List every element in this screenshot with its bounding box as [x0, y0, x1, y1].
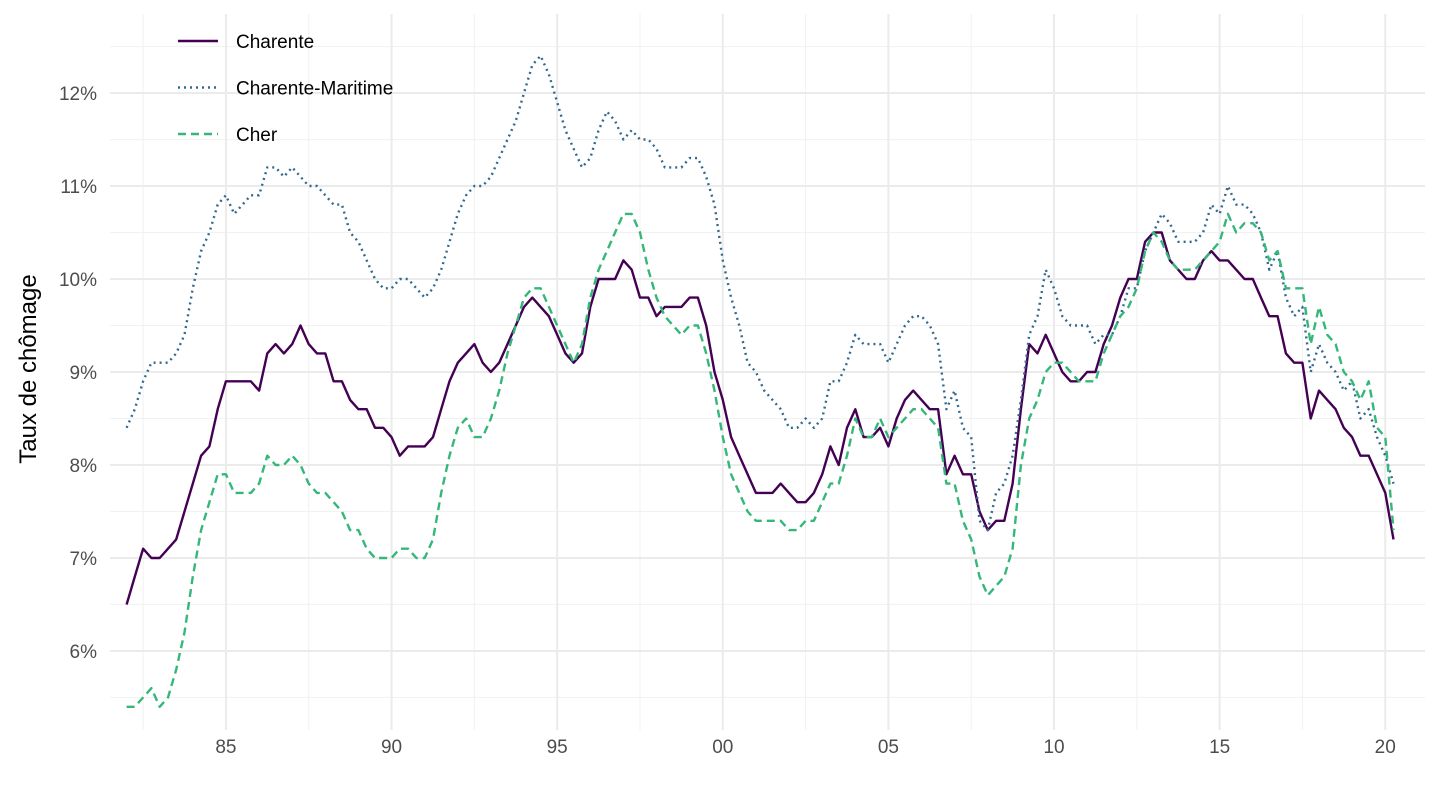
y-tick-label: 12% — [59, 84, 97, 105]
series-line-charente-maritime — [125, 54, 1395, 532]
y-tick-label: 8% — [70, 456, 98, 477]
y-tick-label: 11% — [60, 177, 97, 198]
y-tick-label: 9% — [70, 363, 98, 384]
y-tick-label: 6% — [70, 642, 98, 663]
y-axis-tick-labels: 6% 7% 8% 9% 10% 11% 12% — [59, 84, 97, 663]
series-line-cher — [126, 212, 1395, 708]
x-tick-label: 05 — [878, 737, 899, 758]
series-line-charente — [125, 231, 1395, 605]
legend-label: Charente — [236, 32, 314, 53]
y-tick-label: 10% — [59, 270, 97, 291]
x-tick-label: 90 — [381, 737, 402, 758]
x-tick-label: 15 — [1209, 737, 1230, 758]
x-tick-label: 10 — [1043, 737, 1064, 758]
legend-label: Cher — [236, 125, 278, 146]
series-lines — [125, 54, 1395, 708]
y-axis-title: Taux de chômage — [15, 274, 42, 463]
legend: Charente Charente-Maritime Cher — [178, 32, 393, 146]
x-tick-label: 85 — [215, 737, 236, 758]
y-tick-label: 7% — [70, 549, 98, 570]
major-gridlines — [110, 14, 1425, 730]
x-tick-label: 20 — [1375, 737, 1396, 758]
legend-label: Charente-Maritime — [236, 79, 393, 100]
x-tick-label: 95 — [547, 737, 568, 758]
x-tick-label: 00 — [712, 737, 733, 758]
x-axis-tick-labels: 85 90 95 00 05 10 15 20 — [215, 737, 1395, 758]
